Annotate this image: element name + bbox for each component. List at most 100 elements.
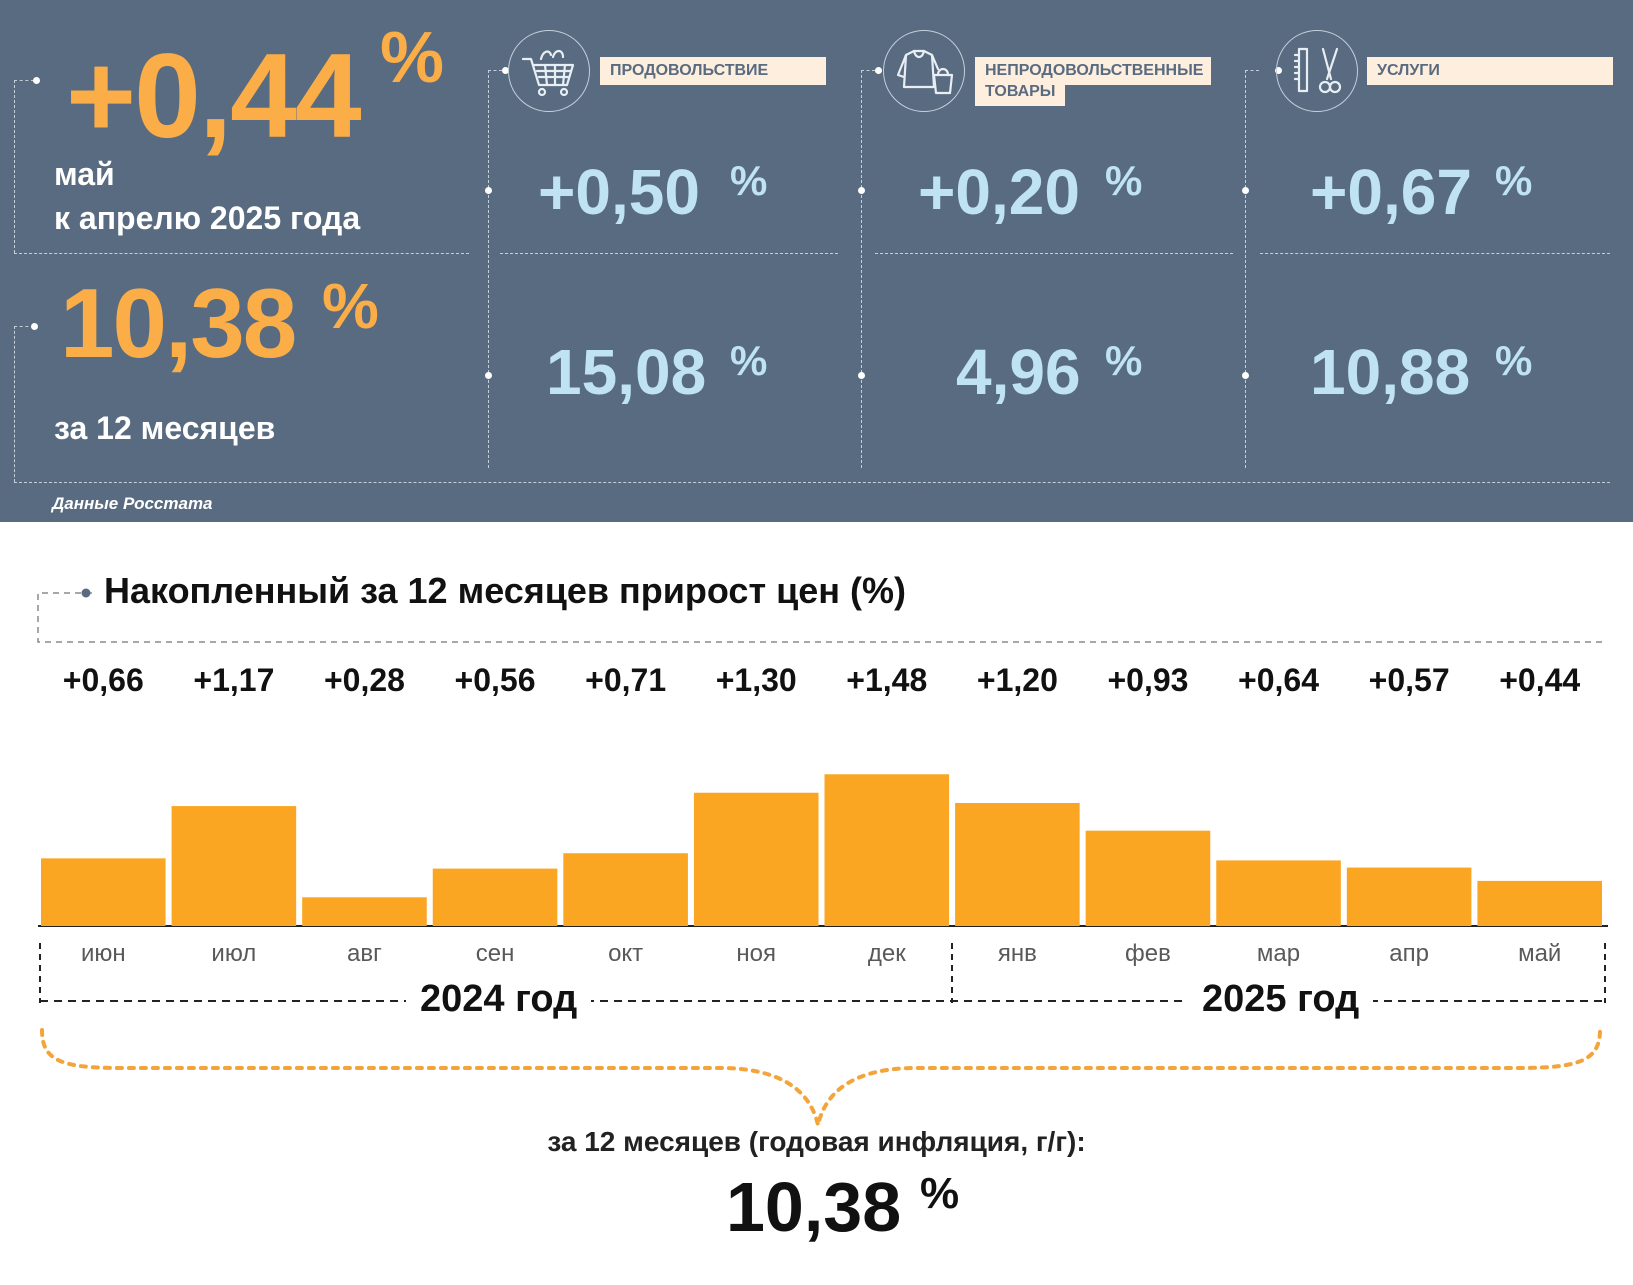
bullet-dot (33, 77, 40, 84)
column-divider (861, 70, 862, 468)
food-monthly-value: +0,50 (538, 156, 700, 228)
frame-tick (14, 326, 34, 327)
bar-авг (302, 897, 427, 926)
food-annual-value: 15,08 (546, 336, 707, 408)
value-label-сен: +0,56 (454, 662, 536, 698)
monthly-inflation-value: +0,44 (66, 29, 362, 163)
chart-title: Накопленный за 12 месяцев прирост цен (%… (104, 570, 906, 611)
frame-left-top (14, 80, 15, 253)
frame-tick (488, 70, 502, 71)
bar-окт (563, 853, 688, 926)
month-label-ноя: ноя (736, 940, 776, 967)
monthly-inflation-percent: % (380, 18, 445, 98)
services-annual-value: 10,88 (1310, 336, 1471, 408)
title-bullet (81, 588, 91, 598)
nonfood-category-label: НЕПРОДОВОЛЬСТВЕННЫЕ (975, 57, 1211, 85)
frame-tick (14, 80, 34, 81)
month-label-июл: июл (211, 940, 257, 967)
bar-мар (1216, 860, 1341, 926)
bar-ноя (693, 792, 819, 926)
month-label-окт: окт (608, 940, 644, 967)
bullet-dot (502, 67, 509, 74)
comb-scissors-icon (1293, 47, 1342, 94)
monthly-caption-month: май (54, 156, 115, 192)
bar-сен (432, 868, 558, 926)
frame-left-bottom (14, 326, 15, 482)
bullet-dot (485, 187, 492, 194)
month-label-сен: сен (475, 940, 515, 967)
bar-май (1477, 880, 1602, 926)
services-category-label: УСЛУГИ (1367, 57, 1613, 85)
month-label-апр: апр (1389, 940, 1429, 967)
column-divider (488, 70, 489, 468)
bar-фев (1085, 830, 1211, 926)
bullet-dot (858, 372, 865, 379)
nonfood-annual-percent: % (1105, 337, 1143, 384)
services-monthly-value: +0,67 (1310, 156, 1472, 228)
title-bracket (37, 592, 1605, 643)
divider (500, 253, 838, 254)
bullet-dot (1242, 372, 1249, 379)
bar-chart (41, 774, 1602, 926)
annual-caption: за 12 месяцев (54, 410, 276, 446)
value-label-июн: +0,66 (62, 662, 144, 698)
bar-июл (171, 806, 297, 926)
divider (14, 253, 469, 254)
divider (875, 253, 1233, 254)
inflation-summary-panel: +0,44 % май к апрелю 2025 года 10,38 % з… (0, 0, 1633, 522)
month-label-май: май (1518, 940, 1562, 967)
shopping-cart-icon (521, 49, 575, 97)
month-label-авг: авг (347, 940, 382, 967)
bar-июн (41, 858, 166, 926)
monthly-caption-period: к апрелю 2025 года (54, 200, 361, 236)
bullet-dot (1242, 187, 1249, 194)
nonfood-monthly-value: +0,20 (918, 156, 1080, 228)
month-label-мар: мар (1256, 940, 1301, 967)
nonfood-monthly-percent: % (1105, 157, 1143, 204)
food-category-label: ПРОДОВОЛЬСТВИЕ (600, 57, 826, 85)
value-label-апр: +0,57 (1368, 662, 1450, 698)
annual-inflation-percent: % (322, 270, 379, 342)
month-label-дек: дек (867, 940, 906, 967)
services-annual-percent: % (1495, 337, 1533, 384)
bullet-dot (875, 67, 882, 74)
bullet-dot (858, 187, 865, 194)
annual-inflation-value: 10,38 (60, 268, 297, 378)
data-source: Данные Росстата (52, 494, 213, 513)
annual-brace (40, 1028, 1602, 1126)
services-monthly-percent: % (1495, 157, 1533, 204)
nonfood-annual-value: 4,96 (956, 336, 1081, 408)
frame-tick (1245, 70, 1259, 71)
food-monthly-percent: % (730, 157, 768, 204)
value-label-янв: +1,20 (976, 662, 1058, 698)
annual-inflation-footer-value: 10,38 (726, 1168, 902, 1246)
column-divider (1245, 70, 1246, 468)
value-label-ноя: +1,30 (715, 662, 797, 698)
food-annual-percent: % (730, 337, 768, 384)
value-label-июл: +1,17 (193, 662, 275, 698)
value-label-дек: +1,48 (846, 662, 928, 698)
clothing-bag-icon (896, 49, 954, 95)
value-label-окт: +0,71 (585, 662, 667, 698)
annual-inflation-caption: за 12 месяцев (годовая инфляция, г/г): (547, 1126, 1086, 1157)
annual-inflation-footer-percent: % (920, 1169, 960, 1218)
services-category-icon-circle (1276, 30, 1358, 112)
divider (1260, 253, 1610, 254)
divider (14, 482, 1610, 483)
nonfood-category-label-line1: НЕПРОДОВОЛЬСТВЕННЫЕ (985, 62, 1204, 79)
year-label-2024: 2024 год (406, 978, 592, 1021)
bullet-dot (31, 323, 38, 330)
value-label-май: +0,44 (1499, 662, 1581, 698)
month-label-июн: июн (80, 940, 126, 967)
bar-янв (955, 803, 1080, 926)
value-label-фев: +0,93 (1107, 662, 1189, 698)
bar-апр (1346, 867, 1472, 926)
month-label-фев: фев (1125, 940, 1171, 967)
nonfood-category-icon-circle (883, 30, 965, 112)
nonfood-category-label-line2: ТОВАРЫ (985, 83, 1056, 100)
month-label-янв: янв (997, 940, 1037, 967)
bar-дек (824, 774, 950, 926)
value-label-авг: +0,28 (323, 662, 405, 698)
food-category-icon-circle (508, 30, 590, 112)
nonfood-category-label-line2-box: ТОВАРЫ (975, 78, 1065, 106)
